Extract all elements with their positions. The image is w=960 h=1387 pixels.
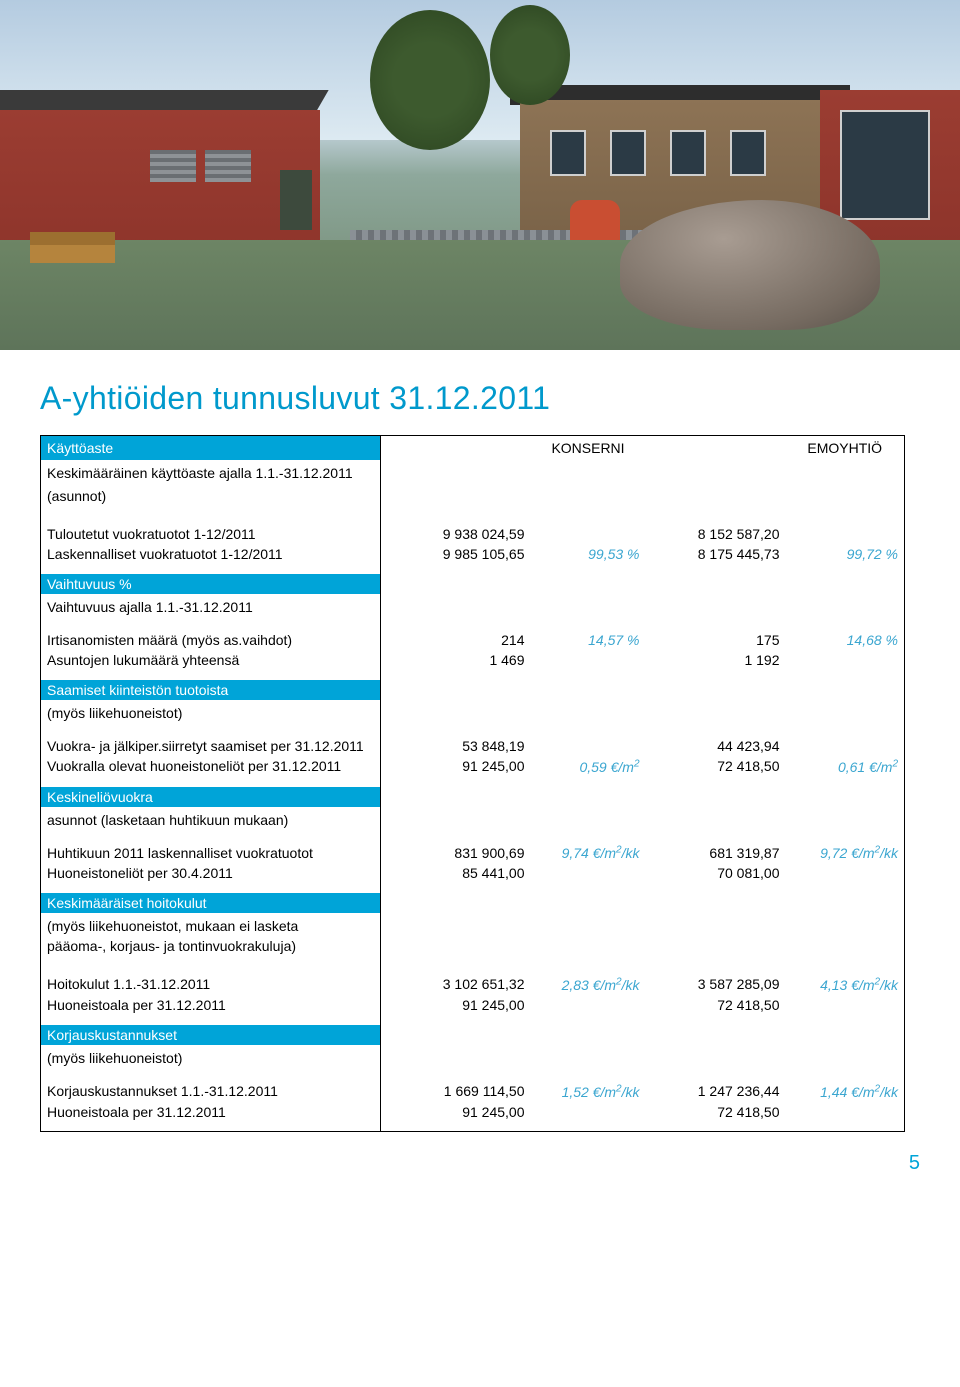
table-row: Huoneistoneliöt per 30.4.2011 85 441,00 … [41, 863, 905, 883]
table-row: Asuntojen lukumäärä yhteensä 1 469 1 192 [41, 650, 905, 670]
table-row: Huhtikuun 2011 laskennalliset vuokratuot… [41, 843, 905, 864]
data-table: Käyttöaste KONSERNI EMOYHTIÖ Keskimääräi… [40, 435, 905, 1132]
page-number: 5 [40, 1152, 920, 1175]
table-row: Korjauskustannukset 1.1.-31.12.2011 1 66… [41, 1081, 905, 1102]
table-row: Huoneistoala per 31.12.2011 91 245,00 72… [41, 995, 905, 1015]
col-header-konserni: KONSERNI [531, 436, 646, 461]
section-head: Käyttöaste [41, 436, 381, 461]
table-row: Vuokralla olevat huoneistoneliöt per 31.… [41, 756, 905, 777]
table-row: Irtisanomisten määrä (myös as.vaihdot) 2… [41, 630, 905, 650]
section-head: Keskimääräiset hoitokulut [41, 893, 381, 913]
row-text: Keskimääräinen käyttöaste ajalla 1.1.-31… [47, 462, 374, 484]
row-text: (myös liikehuoneistot) [47, 702, 374, 724]
page-title: A-yhtiöiden tunnusluvut 31.12.2011 [40, 380, 905, 417]
row-text: (myös liikehuoneistot) [47, 1047, 374, 1069]
row-text: (myös liikehuoneistot, mukaan ei lasketa [47, 915, 374, 934]
table-row: Vuokra- ja jälkiper.siirretyt saamiset p… [41, 736, 905, 756]
section-head: Korjauskustannukset [41, 1025, 381, 1045]
row-text: asunnot (lasketaan huhtikuun mukaan) [47, 809, 374, 831]
row-text: pääoma-, korjaus- ja tontinvuokrakuluja) [47, 938, 374, 962]
table-row: Huoneistoala per 31.12.2011 91 245,00 72… [41, 1102, 905, 1122]
table-row: Tuloutetut vuokratuotot 1-12/2011 9 938 … [41, 524, 905, 544]
section-head: Saamiset kiinteistön tuotoista [41, 680, 381, 700]
col-header-emoyhtio: EMOYHTIÖ [786, 436, 905, 461]
hero-image [0, 0, 960, 350]
section-head: Keskineliövuokra [41, 787, 381, 807]
row-text: (asunnot) [47, 488, 374, 512]
row-text: Vaihtuvuus ajalla 1.1.-31.12.2011 [47, 596, 374, 618]
section-head: Vaihtuvuus % [41, 574, 381, 594]
table-row: Hoitokulut 1.1.-31.12.2011 3 102 651,32 … [41, 974, 905, 995]
table-row: Laskennalliset vuokratuotot 1-12/2011 9 … [41, 544, 905, 564]
